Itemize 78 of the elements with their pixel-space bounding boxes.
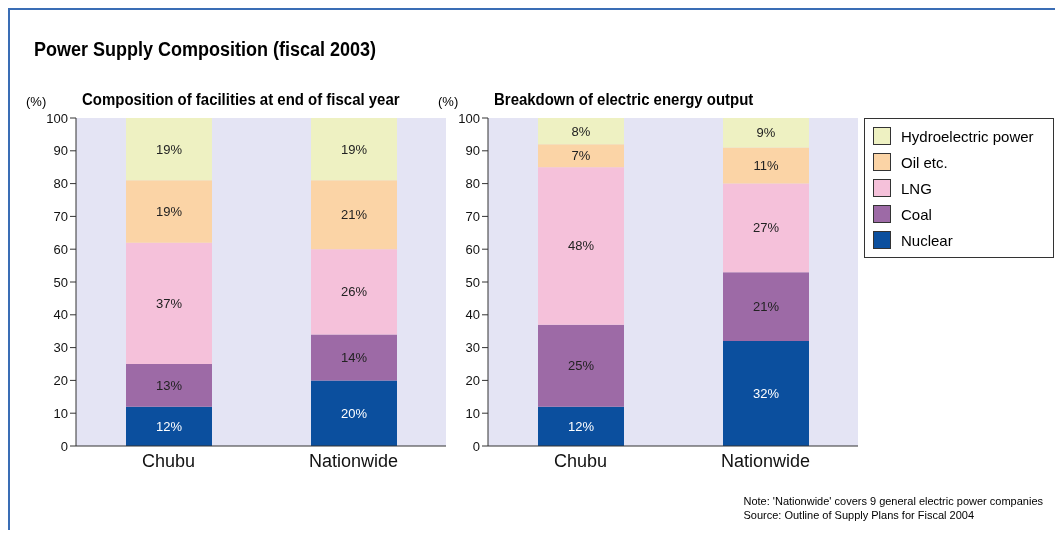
y-tick-label: 70: [53, 209, 68, 225]
bar: [723, 183, 809, 273]
bar: [126, 180, 212, 243]
y-tick-label: 100: [46, 110, 68, 126]
data-label: 25%: [567, 358, 595, 374]
y-tick-label: 10: [53, 405, 68, 421]
y-tick-label: 90: [465, 143, 480, 159]
x-tick-label: Chubu: [141, 450, 196, 471]
y-tick-label: 30: [465, 340, 480, 356]
y-axis-title: (%): [438, 94, 459, 109]
bar: [311, 118, 397, 181]
chart-title: Breakdown of electric energy output: [494, 90, 754, 110]
y-tick-label: 50: [53, 274, 68, 290]
data-label: 12%: [155, 418, 183, 434]
bar: [311, 180, 397, 250]
bar: [126, 118, 212, 181]
bar: [538, 324, 624, 407]
y-tick-label: 40: [53, 307, 68, 323]
data-label: 13%: [155, 377, 183, 393]
x-tick-label: Nationwide: [308, 450, 399, 471]
y-tick-label: 60: [53, 241, 68, 257]
bar: [311, 334, 397, 381]
bar: [723, 341, 809, 446]
data-label: 32%: [752, 386, 780, 402]
x-tick-label: Chubu: [553, 450, 608, 471]
legend-label: LNG: [901, 179, 932, 197]
data-label: 7%: [571, 148, 591, 164]
text: Note: 'Nationwide' covers 9 general electric power companies: [743, 494, 1043, 508]
data-label: 20%: [340, 405, 368, 421]
data-label: 37%: [155, 295, 183, 311]
y-tick-label: 60: [465, 241, 480, 257]
y-tick-label: 90: [53, 143, 68, 159]
bar: [126, 406, 212, 446]
legend-label: Nuclear: [901, 231, 953, 249]
y-tick-label: 50: [465, 274, 480, 290]
bar: [126, 364, 212, 407]
x-tick-label: Nationwide: [720, 450, 811, 471]
bar: [723, 118, 809, 148]
data-label: 21%: [752, 299, 780, 315]
bar: [311, 380, 397, 446]
y-tick-label: 20: [465, 373, 480, 389]
y-tick-label: 80: [465, 176, 480, 192]
y-tick-label: 10: [465, 405, 480, 421]
y-tick-label: 0: [60, 438, 68, 454]
y-tick-label: 100: [458, 110, 480, 126]
legend-label: Hydroelectric power: [901, 127, 1034, 145]
data-label: 21%: [340, 207, 368, 223]
data-label: 19%: [155, 141, 183, 157]
chart-subtitle: Composition of facilities at end of fiscal year: [82, 90, 400, 110]
data-label: 11%: [753, 158, 779, 174]
y-tick-label: 80: [53, 176, 68, 192]
source-note: Source: Outline of Supply Plans for Fiscal 2004: [743, 508, 975, 522]
y-axis-title: (%): [26, 94, 47, 109]
y-tick-label: 70: [465, 209, 480, 225]
chart-title: Power Supply Composition (fiscal 2003): [34, 38, 377, 61]
bar: [538, 167, 624, 325]
data-label: 8%: [571, 123, 591, 139]
bar: [538, 144, 624, 168]
bar: [723, 147, 809, 184]
bar: [311, 249, 397, 335]
y-tick-label: 30: [53, 340, 68, 356]
data-label: 27%: [752, 220, 780, 236]
data-label: 19%: [155, 203, 183, 219]
bar: [538, 118, 624, 145]
data-label: 9%: [756, 125, 776, 141]
data-label: 14%: [340, 349, 368, 365]
bar: [723, 272, 809, 342]
bar: [538, 406, 624, 446]
legend-label: Coal: [901, 205, 932, 223]
data-label: 48%: [567, 238, 595, 254]
legend-label: Oil etc.: [901, 153, 948, 171]
y-tick-label: 40: [465, 307, 480, 323]
data-label: 12%: [567, 418, 595, 434]
bar: [126, 242, 212, 364]
y-tick-label: 20: [53, 373, 68, 389]
y-tick-label: 0: [472, 438, 480, 454]
data-label: 26%: [340, 284, 368, 300]
data-label: 19%: [340, 141, 368, 157]
